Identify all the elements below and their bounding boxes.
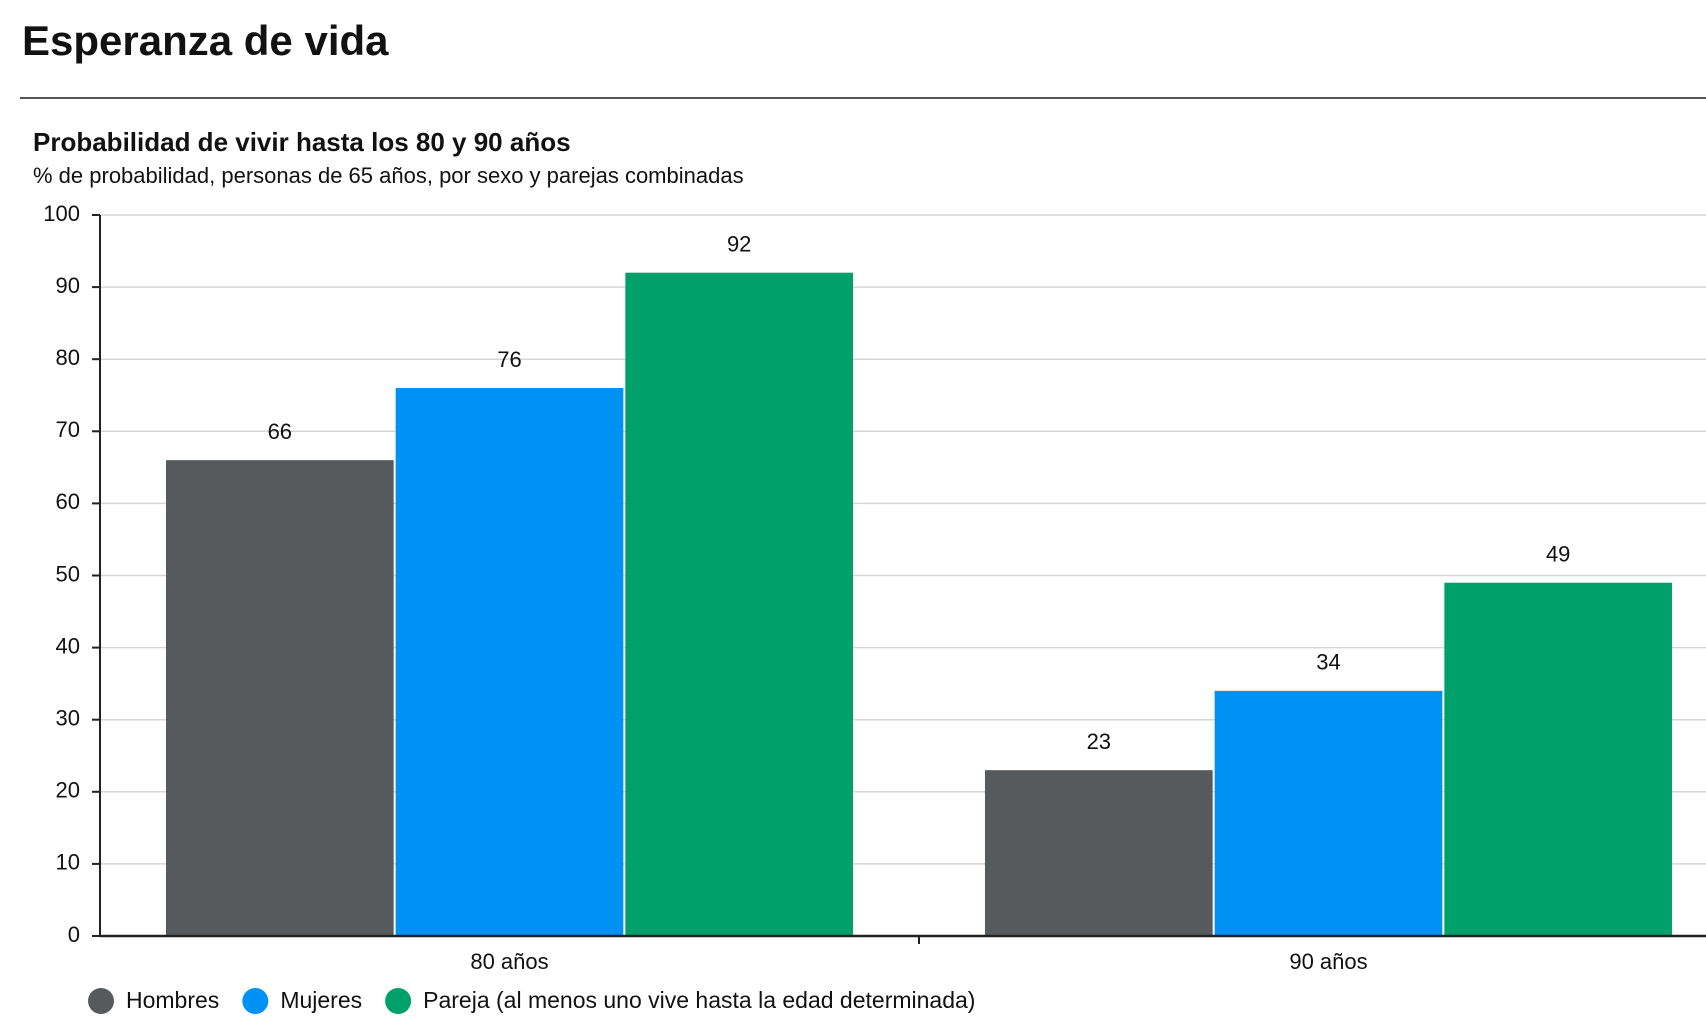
bar [984,770,1213,936]
bar [1214,690,1443,936]
y-tick-label: 50 [56,561,80,586]
value-label: 66 [268,419,292,444]
y-tick-label: 80 [56,345,80,370]
y-tick-label: 0 [68,922,80,947]
bar [165,460,394,936]
y-tick-label: 60 [56,489,80,514]
legend-label: Hombres [126,987,219,1013]
page-title: Esperanza de vida [22,17,389,64]
legend-label: Mujeres [280,987,362,1013]
value-label: 34 [1316,650,1340,675]
x-tick-label: 80 años [470,949,548,974]
chart-subtitle: % de probabilidad, personas de 65 años, … [33,163,744,188]
chart-title: Probabilidad de vivir hasta los 80 y 90 … [33,127,571,157]
y-tick-label: 70 [56,417,80,442]
y-tick-label: 30 [56,706,80,731]
value-label: 23 [1087,729,1111,754]
y-tick-label: 40 [56,633,80,658]
legend-marker [385,988,412,1014]
value-label: 49 [1546,542,1570,567]
legend-label: Pareja (al menos uno vive hasta la edad … [423,987,975,1013]
value-label: 76 [497,347,521,372]
y-tick-label: 10 [56,850,80,875]
bar [395,388,624,936]
legend-marker [88,988,114,1014]
value-label: 92 [727,231,751,256]
bar [625,272,854,936]
y-tick-label: 90 [56,273,80,298]
y-tick-label: 100 [43,201,80,226]
y-tick-label: 20 [56,778,80,803]
legend-marker [242,988,269,1014]
x-tick-label: 90 años [1289,949,1367,974]
bar [1444,582,1673,936]
